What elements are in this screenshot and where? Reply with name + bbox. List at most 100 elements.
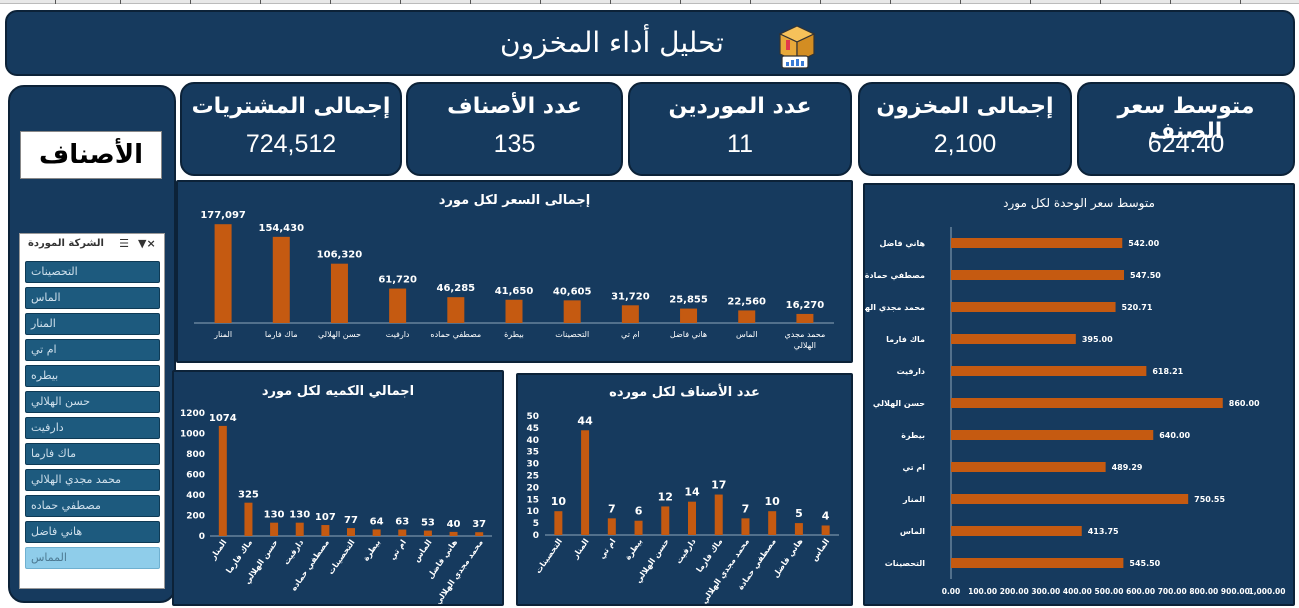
data-label: 489.29 [1112,463,1143,472]
category-label: الماس [736,330,758,339]
data-label: 63 [395,517,409,528]
slicer-item[interactable]: التحصينات [25,261,160,283]
bar [951,302,1116,312]
data-label: 130 [289,510,310,521]
kpi-avg-item-price: متوسط سعر الصنف 624.40 [1077,82,1295,176]
slicer-item[interactable]: هاني فاضل [25,521,160,543]
bar [951,494,1189,504]
slicer-title: الشركة الموردة [28,238,104,249]
chart-item-count: عدد الأصناف لكل مورده 0 5 10 15 20 25 30 35 40 45… [516,373,853,606]
category-label: التحصينات [555,330,589,339]
data-label: 14 [684,486,700,499]
data-label: 17 [711,479,726,492]
category-label: دارفيت [897,367,925,376]
bar [563,300,581,323]
y-tick-label: 30 [526,460,539,470]
bar [244,502,253,536]
category-label: التحصينات [326,538,357,576]
data-label: 177,097 [200,210,246,221]
slicer-item[interactable]: ماك فارما [25,443,160,465]
chart-title: اجمالي الكميه لكل مورد [261,384,415,399]
category-label: محمد مجدي الهلالي [865,303,925,312]
data-label: 154,430 [258,223,304,234]
bar [389,288,407,323]
title-bar: تحليل أداء المخزون [5,10,1295,76]
slicer-item[interactable]: بيطره [25,365,160,387]
bar [661,506,670,535]
data-label: 10 [765,495,781,508]
slicer-item[interactable]: الماس [25,287,160,309]
kpi-value: 11 [727,130,753,158]
x-tick-label: 800.00 [1189,587,1218,596]
chart-avg-unit-price-svg: 542.00 هاني فاضل 547.50 مصطفي حمادة 520.71 مح… [865,227,1286,596]
y-tick-label: 0 [199,532,205,542]
bar [423,530,432,536]
y-tick-label: 10 [526,507,539,517]
data-label: 41,650 [495,286,534,297]
slicer-item[interactable]: دارفيت [25,417,160,439]
category-label: دارفيت [386,330,410,339]
category-label: بيطرة [623,537,644,562]
bar [270,522,279,536]
y-tick-label: 50 [526,412,539,422]
kpi-item-count: عدد الأصناف 135 [406,82,623,176]
y-tick-label: 1000 [180,430,205,440]
bar [372,529,381,536]
category-label: مصطفي حماده [430,330,481,339]
slicer-item[interactable]: محمد مجدي الهلالي [25,469,160,491]
category-label: الماس [900,527,925,537]
category-label: الماس [412,538,435,565]
data-label: 6 [635,505,643,518]
bar [768,511,777,535]
y-tick-label: 15 [526,495,539,505]
slicer-item[interactable]: ام تي [25,339,160,361]
slicer-item[interactable]: المنار [25,313,160,335]
slicer-item[interactable]: حسن الهلالي [25,391,160,413]
data-label: 547.50 [1130,271,1161,280]
data-label: 618.21 [1152,367,1183,376]
y-tick-label: 5 [533,519,539,529]
clear-filter-icon[interactable]: ▼× [138,237,156,250]
category-label: الهلالي [794,341,816,350]
data-label: 130 [264,510,285,521]
category-label: دارفيت [674,537,698,565]
category-label: محمد مجدي الهلالي [699,537,751,604]
supplier-slicer: ▼× ☰ الشركة الموردة التحصينات الماس المنار… [19,233,165,589]
category-label: ماك فارما [265,330,298,339]
category-label: ام تي [621,330,640,339]
x-tick-label: 500.00 [1095,587,1124,596]
category-label: هاني فاضل [670,330,707,339]
bar [951,238,1123,248]
data-label: 1074 [209,413,237,424]
bar [554,511,563,535]
bar [475,532,484,536]
category-label: التحصينات [534,537,565,575]
chart-title: متوسط سعر الوحدة لكل مورد [1003,196,1155,210]
spreadsheet-grid-strip [0,0,1299,4]
bar [951,462,1106,472]
slicer-item[interactable]: مصطفي حماده [25,495,160,517]
chart-total-price: إجمالى السعر لكل مورد 177,097 المنار 154,4… [176,180,853,363]
data-label: 7 [742,502,750,515]
kpi-label: عدد الأصناف [447,94,582,119]
x-tick-label: 700.00 [1158,587,1187,596]
bar [821,525,830,535]
x-tick-label: 0.00 [942,587,961,596]
kpi-label: إجمالى المخزون [876,94,1054,119]
y-tick-label: 35 [526,448,539,458]
data-label: 22,560 [727,296,766,307]
data-label: 77 [344,515,358,526]
category-label: التحصينات [885,559,925,568]
slicer-item[interactable]: المماس [25,547,160,569]
category-label: الماس [809,537,832,564]
data-label: 395.00 [1082,335,1113,344]
data-label: 44 [577,414,593,427]
category-label: محمد مجدي [785,330,826,339]
bar [272,236,290,323]
bar [951,270,1125,280]
bar [951,398,1223,408]
multi-select-icon[interactable]: ☰ [119,237,129,250]
x-tick-label: 100.00 [968,587,997,596]
data-label: 61,720 [378,275,417,286]
category-label: مصطفي حمادة [865,271,925,280]
